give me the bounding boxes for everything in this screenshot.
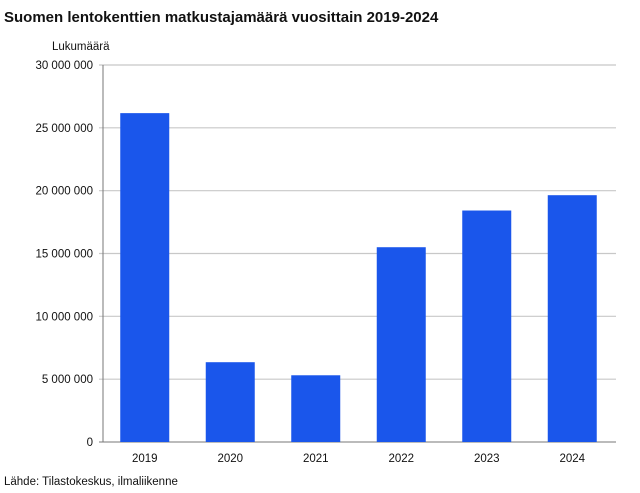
y-tick-label: 0 [87, 437, 93, 449]
y-tick-label: 25 000 000 [35, 123, 93, 135]
source-note: Lähde: Tilastokeskus, ilmaliikenne [4, 476, 178, 488]
bar-2022 [376, 247, 426, 442]
chart-title: Suomen lentokenttien matkustajamäärä vuo… [4, 9, 439, 26]
x-tick-label: 2020 [217, 453, 243, 465]
bar-2019 [120, 113, 170, 442]
y-tick-label: 20 000 000 [35, 186, 93, 198]
y-tick-label: 15 000 000 [35, 249, 93, 261]
bar-2021 [291, 375, 341, 442]
y-tick-label: 30 000 000 [35, 60, 93, 72]
y-axis-label: Lukumäärä [52, 41, 110, 53]
bar-2020 [205, 362, 255, 442]
x-tick-label: 2024 [559, 453, 585, 465]
x-tick-label: 2019 [132, 453, 158, 465]
x-tick-label: 2022 [388, 453, 414, 465]
x-tick-label: 2021 [303, 453, 329, 465]
y-tick-label: 10 000 000 [35, 311, 93, 323]
bar-2023 [462, 210, 512, 442]
y-tick-label: 5 000 000 [42, 374, 93, 386]
bar-2024 [547, 195, 597, 442]
x-tick-label: 2023 [474, 453, 500, 465]
